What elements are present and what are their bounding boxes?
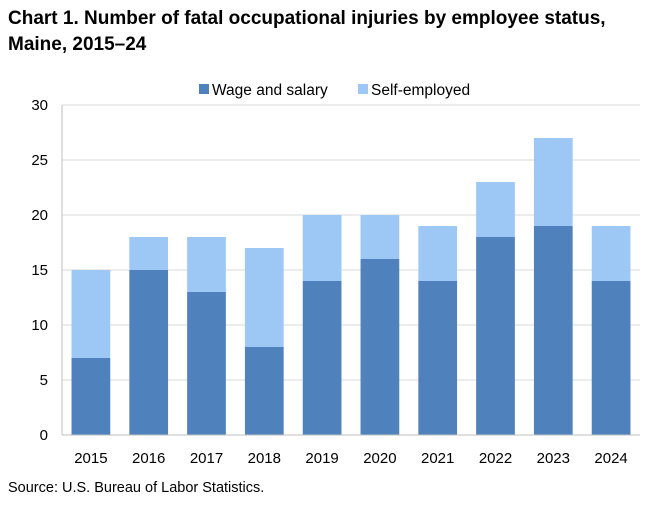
bar-self-employed-2018 — [244, 248, 284, 347]
x-tick-label: 2019 — [305, 450, 338, 467]
y-tick-label: 10 — [31, 317, 48, 334]
y-tick-label: 5 — [40, 372, 48, 389]
axes: 0 5 10 15 20 25 30 2015 2016 2017 2018 2019 2020 2021… — [31, 97, 640, 467]
y-tick-label: 30 — [31, 97, 48, 114]
legend-label: Wage and salary — [212, 82, 328, 99]
x-tick-label: 2020 — [363, 450, 396, 467]
bar-self-employed-2017 — [187, 237, 226, 292]
legend: Wage and salary Self-employed — [199, 82, 470, 99]
bar-wage-and-salary-2022 — [476, 237, 515, 435]
x-tick-label: 2016 — [132, 450, 165, 467]
legend-item-self-employed: Self-employed — [358, 82, 470, 99]
bar-self-employed-2015 — [71, 270, 111, 358]
bars — [71, 138, 631, 435]
y-tick-label: 25 — [31, 152, 48, 169]
legend-swatch — [358, 84, 368, 94]
bar-wage-and-salary-2015 — [71, 358, 111, 435]
x-tick-label: 2015 — [74, 450, 107, 467]
bar-wage-and-salary-2018 — [244, 347, 284, 435]
legend-item-wage-and-salary: Wage and salary — [199, 82, 328, 99]
bar-self-employed-2020 — [360, 215, 400, 259]
y-tick-label: 15 — [31, 262, 48, 279]
x-tick-label: 2023 — [537, 450, 570, 467]
y-tick-label: 0 — [40, 427, 48, 444]
legend-label: Self-employed — [371, 82, 470, 99]
y-tick-label: 20 — [31, 207, 48, 224]
chart-title: Chart 1. Number of fatal occupational in… — [8, 8, 606, 55]
bar-wage-and-salary-2021 — [418, 281, 458, 435]
bar-self-employed-2022 — [476, 182, 515, 237]
bar-wage-and-salary-2023 — [533, 226, 573, 435]
bar-self-employed-2023 — [533, 138, 573, 226]
source-note: Source: U.S. Bureau of Labor Statistics. — [8, 480, 265, 496]
bar-self-employed-2021 — [418, 226, 458, 281]
x-tick-label: 2021 — [421, 450, 454, 467]
bar-wage-and-salary-2017 — [187, 292, 226, 435]
legend-swatch — [199, 84, 209, 94]
bar-self-employed-2024 — [591, 226, 631, 281]
x-tick-label: 2017 — [190, 450, 223, 467]
x-tick-label: 2022 — [479, 450, 512, 467]
bar-self-employed-2019 — [302, 215, 342, 281]
bar-self-employed-2016 — [129, 237, 169, 270]
bar-wage-and-salary-2020 — [360, 259, 400, 435]
bar-wage-and-salary-2024 — [591, 281, 631, 435]
x-tick-label: 2024 — [594, 450, 627, 467]
bar-wage-and-salary-2019 — [302, 281, 342, 435]
bar-wage-and-salary-2016 — [129, 270, 169, 435]
x-tick-label: 2018 — [248, 450, 281, 467]
